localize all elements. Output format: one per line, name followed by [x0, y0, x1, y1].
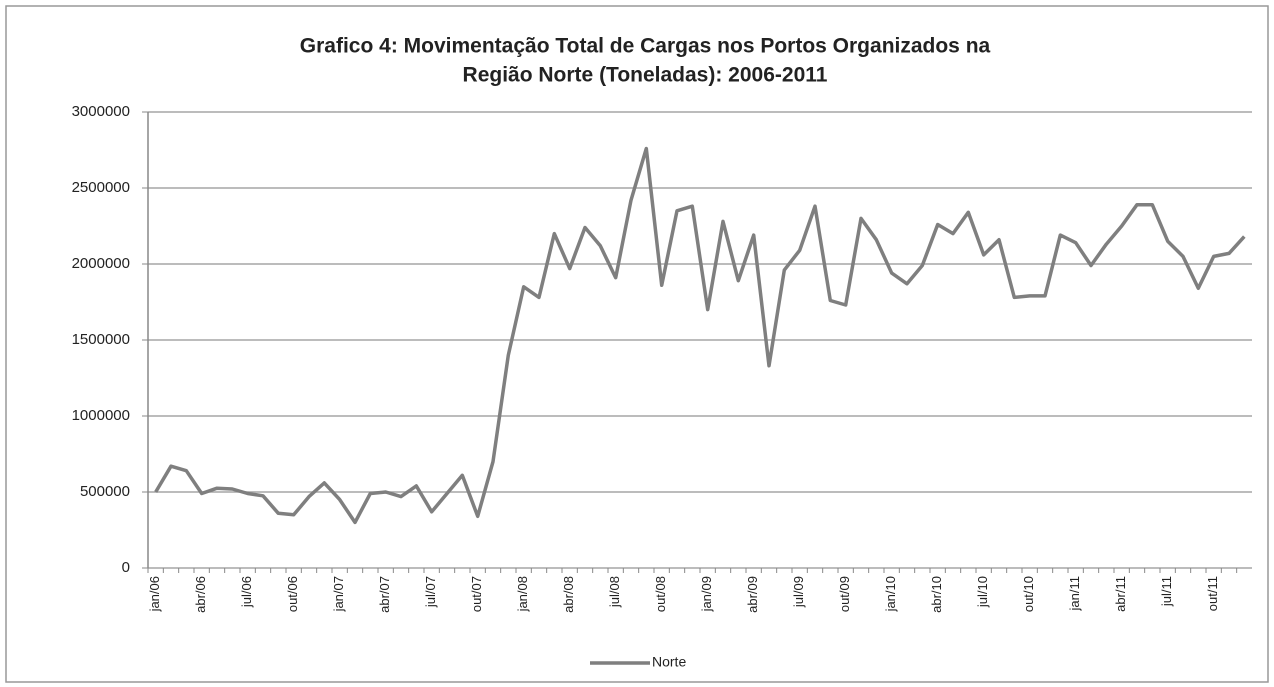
x-tick-label: jul/07	[423, 576, 438, 608]
y-tick-label: 1000000	[72, 407, 130, 424]
x-tick-label: out/06	[285, 576, 300, 612]
x-tick-label: out/11	[1205, 576, 1220, 611]
x-tick-label: jan/11	[1067, 576, 1082, 611]
chart-frame	[5, 5, 1269, 683]
y-tick-label: 3000000	[72, 103, 130, 120]
x-tick-label: jul/11	[1159, 576, 1174, 607]
x-tick-label: out/07	[469, 576, 484, 612]
y-tick-label: 500000	[80, 483, 130, 500]
x-tick-label: jan/09	[699, 576, 714, 612]
x-tick-label: jul/06	[239, 576, 254, 608]
x-tick-label: jan/08	[515, 576, 530, 612]
y-tick-label: 0	[122, 559, 130, 576]
x-tick-label: abr/08	[561, 576, 576, 613]
line-series	[154, 146, 1246, 525]
x-tick-label: jul/09	[791, 576, 806, 608]
legend-label: Norte	[652, 654, 686, 670]
x-tick-label: abr/11	[1113, 576, 1128, 612]
y-tick-label: 1500000	[72, 331, 130, 348]
x-tick-label: jul/10	[975, 576, 990, 608]
x-tick-label: abr/07	[377, 576, 392, 613]
x-tick-label: out/08	[653, 576, 668, 612]
x-tick-label: jan/06	[147, 576, 162, 612]
x-tick-label: jan/10	[883, 576, 898, 612]
x-tick-label: out/10	[1021, 576, 1036, 612]
x-tick-label: abr/06	[193, 576, 208, 613]
y-tick-label: 2500000	[72, 179, 130, 196]
x-tick-label: abr/09	[745, 576, 760, 613]
x-tick-label: jul/08	[607, 576, 622, 608]
x-tick-label: out/09	[837, 576, 852, 612]
y-tick-label: 2000000	[72, 255, 130, 272]
chart-title: Grafico 4: Movimentação Total de Cargas …	[300, 35, 991, 58]
x-tick-label: jan/07	[331, 576, 346, 612]
x-tick-label: abr/10	[929, 576, 944, 613]
chart-title: Região Norte (Toneladas): 2006-2011	[463, 64, 828, 87]
